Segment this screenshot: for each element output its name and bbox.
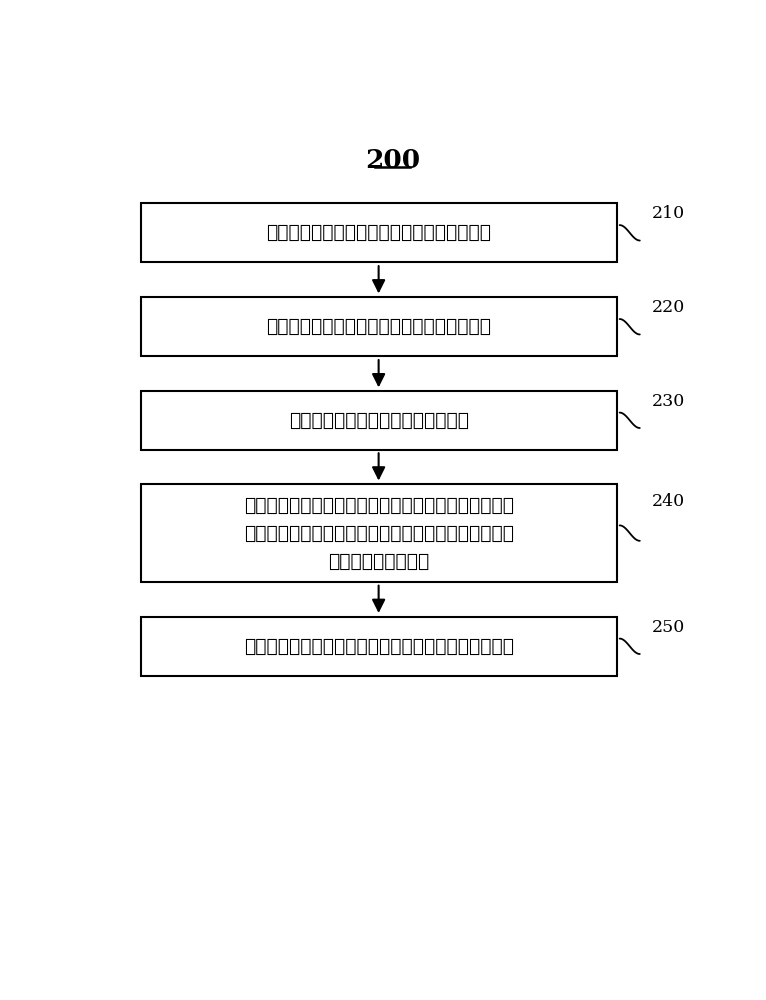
- Text: 230: 230: [651, 393, 685, 410]
- Text: 对分拣中心的各落袋口执行聚类操作: 对分拣中心的各落袋口执行聚类操作: [289, 411, 469, 430]
- Text: 240: 240: [651, 493, 685, 510]
- Bar: [141, 203, 617, 262]
- Text: 将各第一落袋口的当前位置作为当前聚类中心: 将各第一落袋口的当前位置作为当前聚类中心: [266, 317, 491, 336]
- Text: 200: 200: [365, 148, 420, 173]
- Text: 250: 250: [651, 619, 685, 636]
- Bar: [141, 484, 617, 582]
- Text: 220: 220: [651, 299, 685, 316]
- Bar: [141, 391, 617, 450]
- Text: 确定分拣中心所包含的第一落袋口的当前位置: 确定分拣中心所包含的第一落袋口的当前位置: [266, 223, 491, 242]
- Bar: [141, 297, 617, 356]
- Text: 响应于各聚类的实际聚类中心的位置与各第一落袋口的
当前位置相对应，将各第一落袋口的当前位置作为各第
一落袋口的最终位置: 响应于各聚类的实际聚类中心的位置与各第一落袋口的 当前位置相对应，将各第一落袋口…: [244, 496, 514, 571]
- Bar: [141, 617, 617, 676]
- Text: 210: 210: [651, 205, 685, 222]
- Text: 利用自动导引运输车，向分拣中心的各落袋口传送货物: 利用自动导引运输车，向分拣中心的各落袋口传送货物: [244, 637, 514, 656]
